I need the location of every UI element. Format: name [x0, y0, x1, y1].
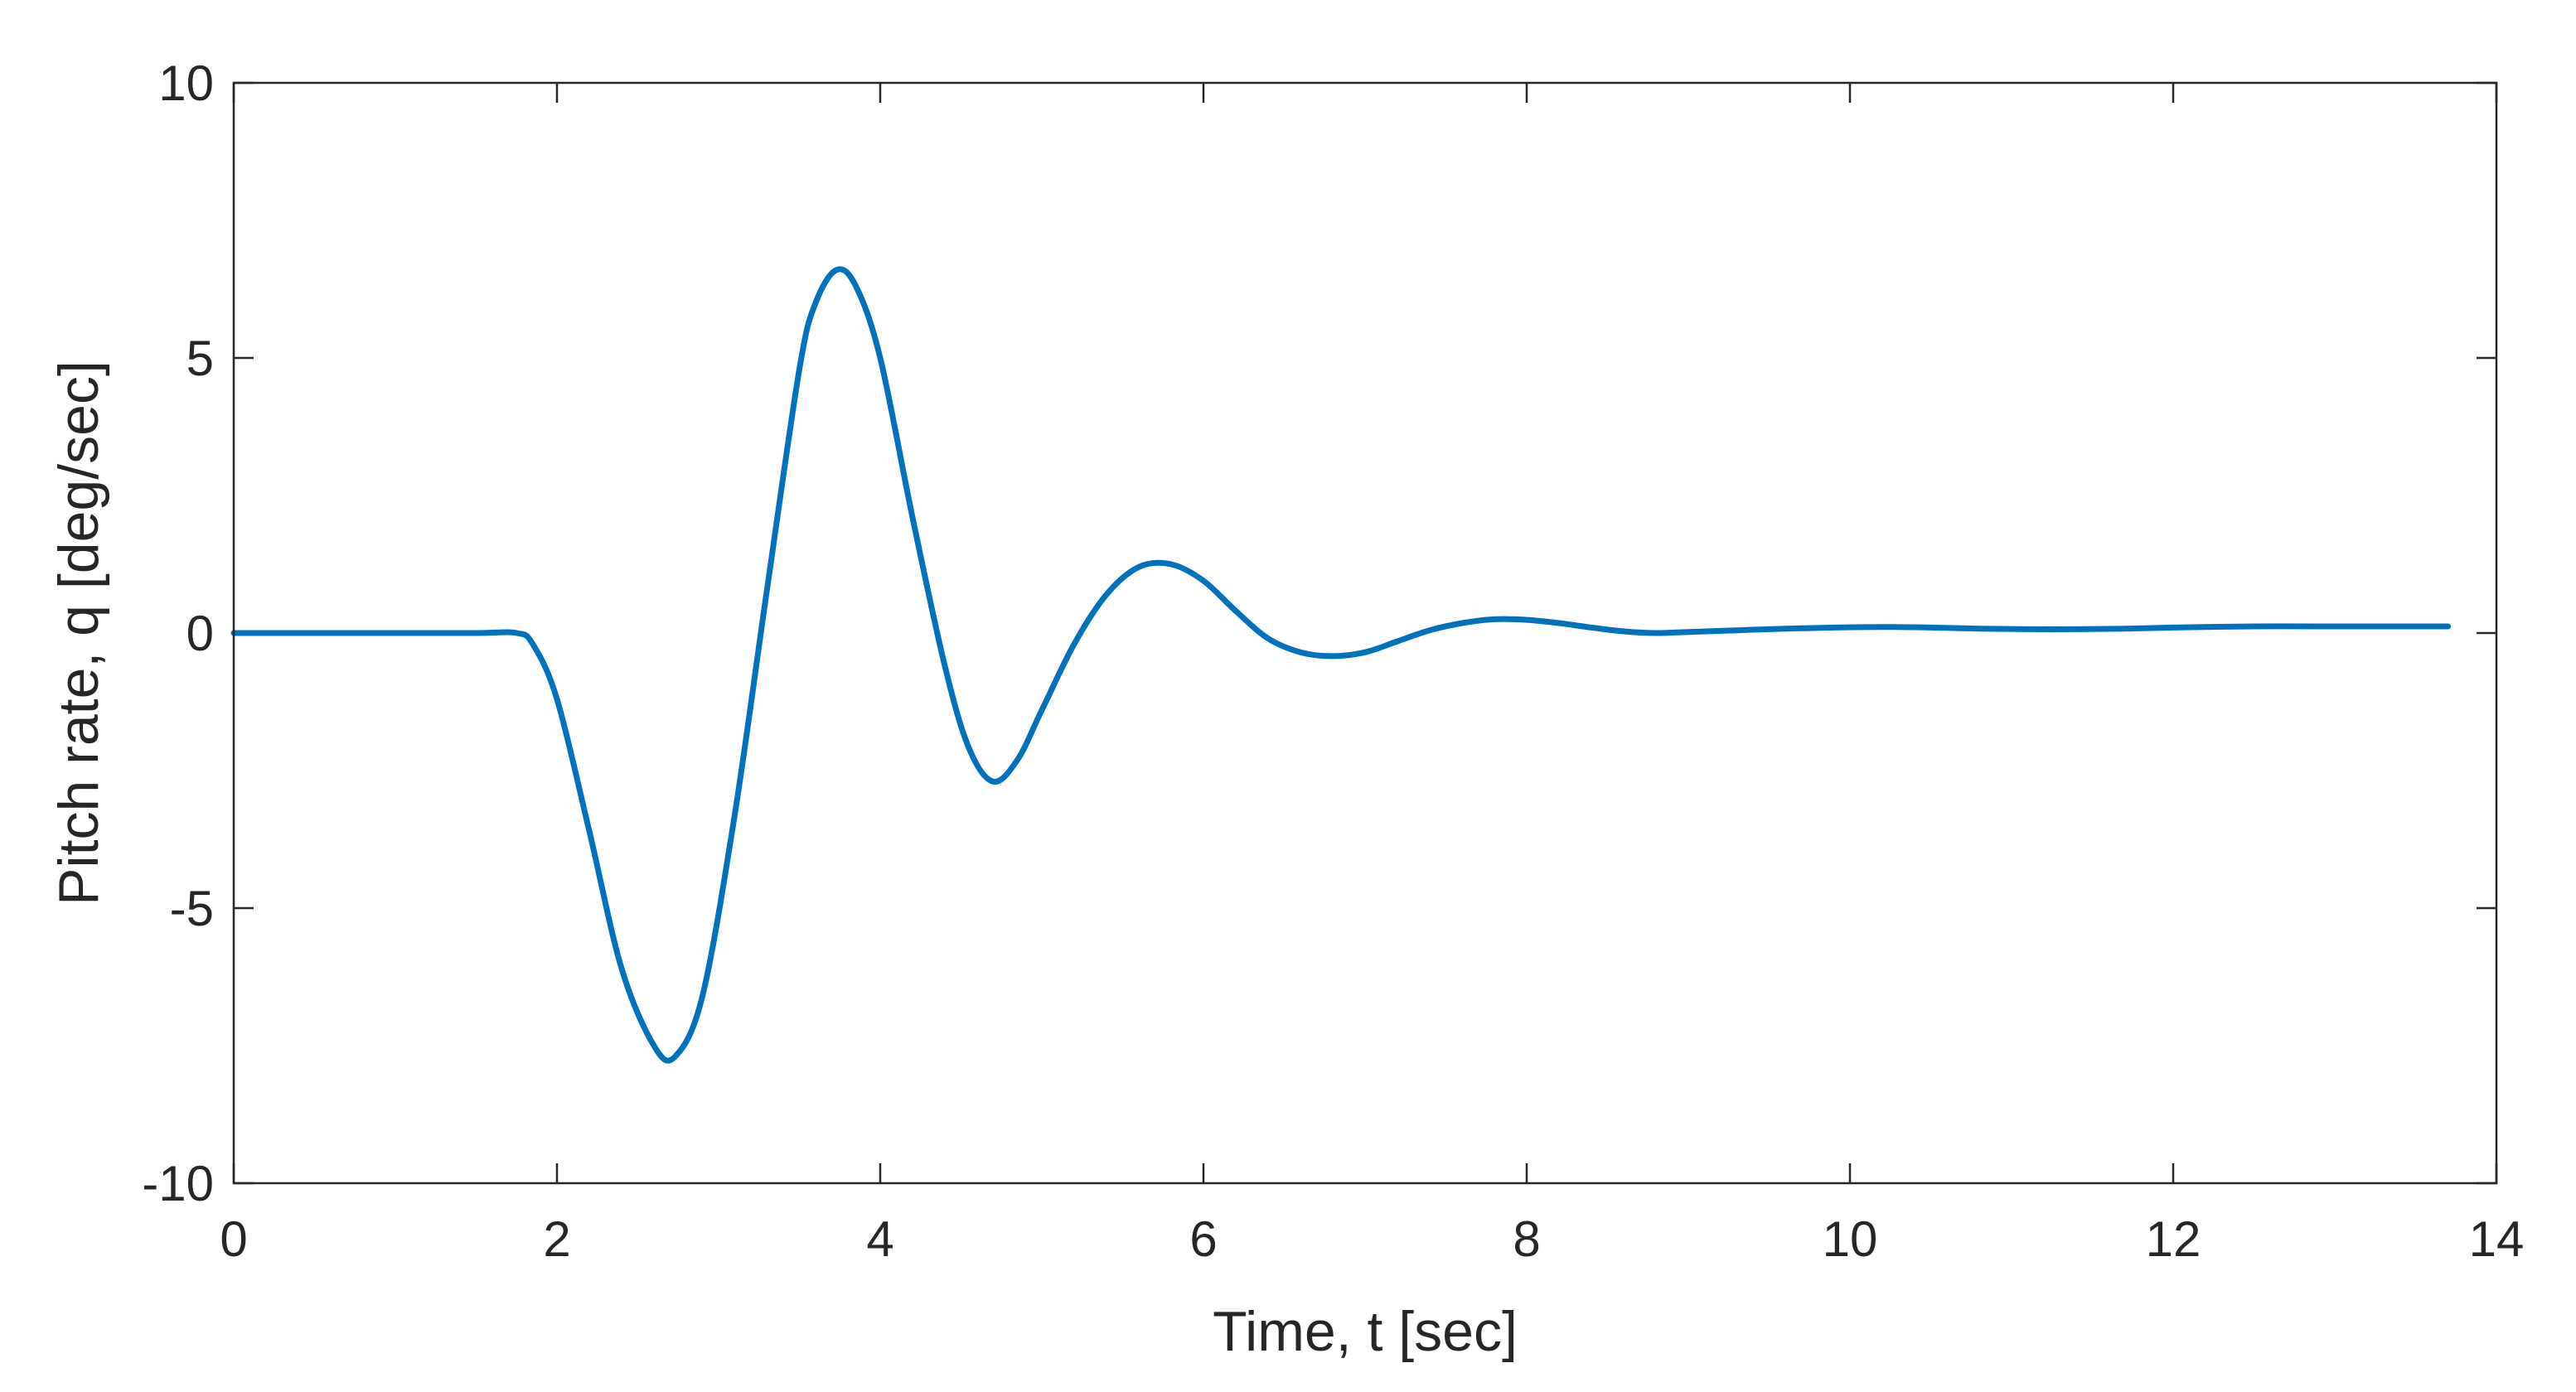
tick-labels: 0 2 4 6 8 10 12 14 -10 -5 0 5 10: [142, 56, 2524, 1267]
x-tick-label: 10: [1823, 1211, 1878, 1267]
plot-background: [234, 83, 2496, 1183]
x-tick-label: 12: [2146, 1211, 2201, 1267]
x-tick-label: 4: [866, 1211, 893, 1267]
x-tick-label: 2: [543, 1211, 570, 1267]
y-axis-label: Pitch rate, q [deg/sec]: [47, 360, 110, 906]
x-axis-label: Time, t [sec]: [1213, 1300, 1518, 1363]
x-tick-label: 14: [2469, 1211, 2525, 1267]
x-tick-label: 0: [220, 1211, 247, 1267]
y-tick-label: 10: [158, 56, 214, 111]
x-tick-label: 8: [1513, 1211, 1540, 1267]
y-tick-label: -5: [170, 881, 214, 936]
y-tick-label: -10: [142, 1156, 214, 1211]
pitch-rate-line: [230, 266, 2451, 1064]
y-tick-label: 0: [186, 606, 214, 661]
y-tick-label: 5: [186, 331, 214, 386]
x-tick-label: 6: [1189, 1211, 1217, 1267]
plot-area-frame: [232, 81, 2498, 1185]
